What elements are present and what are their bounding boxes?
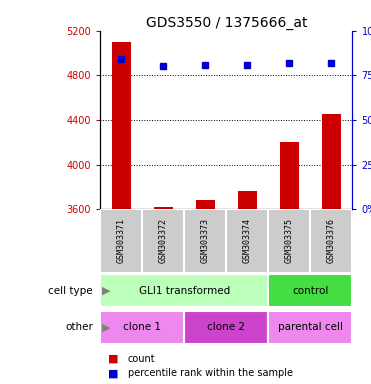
Text: ■: ■ bbox=[108, 354, 118, 364]
Text: other: other bbox=[65, 322, 93, 333]
Text: percentile rank within the sample: percentile rank within the sample bbox=[128, 368, 293, 378]
Bar bbox=[268, 275, 352, 307]
Bar bbox=[268, 311, 352, 344]
Bar bbox=[100, 275, 268, 307]
Text: GSM303372: GSM303372 bbox=[159, 218, 168, 263]
Text: ■: ■ bbox=[108, 368, 118, 378]
Text: ▶: ▶ bbox=[102, 286, 111, 296]
Text: parental cell: parental cell bbox=[278, 322, 343, 333]
Text: GSM303375: GSM303375 bbox=[285, 218, 294, 263]
Text: count: count bbox=[128, 354, 155, 364]
Bar bbox=[280, 142, 299, 209]
Bar bbox=[238, 192, 257, 209]
Text: cell type: cell type bbox=[48, 286, 93, 296]
Bar bbox=[322, 114, 341, 209]
Bar bbox=[100, 209, 142, 273]
Text: GSM303376: GSM303376 bbox=[327, 218, 336, 263]
Text: GSM303373: GSM303373 bbox=[201, 218, 210, 263]
Text: ▶: ▶ bbox=[102, 322, 111, 333]
Bar bbox=[184, 209, 226, 273]
Bar bbox=[112, 42, 131, 209]
Title: GDS3550 / 1375666_at: GDS3550 / 1375666_at bbox=[145, 16, 307, 30]
Bar bbox=[226, 209, 268, 273]
Text: clone 1: clone 1 bbox=[123, 322, 161, 333]
Text: control: control bbox=[292, 286, 329, 296]
Bar bbox=[154, 207, 173, 209]
Text: GLI1 transformed: GLI1 transformed bbox=[139, 286, 230, 296]
Text: clone 2: clone 2 bbox=[207, 322, 245, 333]
Bar bbox=[268, 209, 311, 273]
Bar bbox=[196, 200, 215, 209]
Text: GSM303371: GSM303371 bbox=[117, 218, 126, 263]
Bar bbox=[311, 209, 352, 273]
Text: GSM303374: GSM303374 bbox=[243, 218, 252, 263]
Bar bbox=[184, 311, 268, 344]
Bar bbox=[142, 209, 184, 273]
Bar bbox=[100, 311, 184, 344]
